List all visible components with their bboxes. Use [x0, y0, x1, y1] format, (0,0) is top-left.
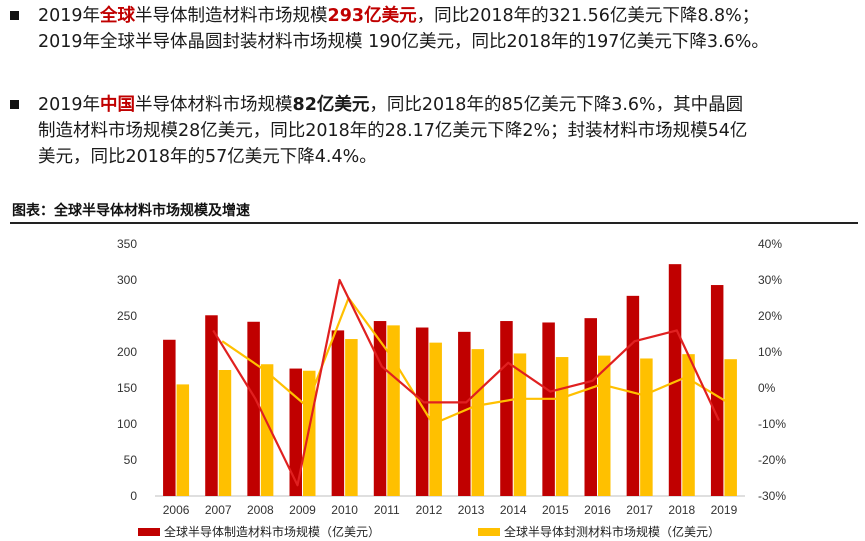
bar-manufacturing	[247, 321, 260, 496]
y-left-tick-label: 300	[117, 273, 137, 287]
highlight-text: 中国	[100, 95, 136, 115]
text-segment: 2019年	[38, 6, 101, 26]
y-right-tick-label: -10%	[758, 417, 786, 431]
bar-packaging	[471, 349, 485, 496]
market-size-chart: 0 50 100 150 200 250 300 350 -30% -20% -10% 0% 10% 2…	[117, 237, 786, 539]
bar-manufacturing	[163, 339, 176, 496]
bullet-global: 2019年全球半导体制造材料市场规模293亿美元，同比2018年的321.56亿…	[10, 3, 860, 55]
bullet-line: 制造材料市场规模28亿美元，同比2018年的28.17亿美元下降2%；封装材料市…	[38, 121, 748, 141]
bar-manufacturing	[331, 330, 345, 496]
bullet-line: 2019年中国半导体材料市场规模82亿美元，同比2018年的85亿美元下降3.6…	[38, 92, 860, 118]
legend-swatch-packaging	[478, 528, 500, 536]
y-left-tick-label: 150	[117, 381, 137, 395]
x-axis: 2006 2007 2008 2009 2010 2011 2012 2013 2014 2015…	[163, 503, 738, 517]
text-segment: 半导体制造材料市场规模	[135, 6, 328, 26]
bullet-china: 2019年中国半导体材料市场规模82亿美元，同比2018年的85亿美元下降3.6…	[10, 92, 860, 170]
bullet-line: 2019年全球半导体制造材料市场规模293亿美元，同比2018年的321.56亿…	[38, 3, 860, 29]
x-tick-label: 2009	[289, 503, 316, 517]
bar-series	[163, 264, 737, 496]
y-right-tick-label: 20%	[758, 309, 782, 323]
bar-manufacturing	[584, 318, 597, 496]
y-left-tick-label: 250	[117, 309, 137, 323]
bar-packaging	[555, 357, 569, 496]
y-right-tick-label: 40%	[758, 237, 782, 251]
text-segment: 2019年	[38, 95, 101, 115]
legend-label-packaging: 全球半导体封测材料市场规模（亿美元）	[504, 524, 720, 539]
bar-packaging	[176, 384, 190, 496]
bar-packaging	[387, 325, 400, 496]
bar-packaging	[345, 339, 358, 496]
bar-manufacturing	[415, 327, 429, 496]
highlight-text: 293亿美元	[327, 6, 417, 26]
y-right-tick-label: -30%	[758, 489, 786, 503]
bar-manufacturing	[205, 315, 218, 496]
x-tick-label: 2012	[416, 503, 443, 517]
x-tick-label: 2011	[374, 503, 400, 517]
bullet-line: 美元，同比2018年的57亿美元下降4.4%。	[38, 147, 377, 167]
title-divider	[10, 222, 858, 224]
bar-packaging	[682, 354, 695, 496]
y-left-tick-label: 100	[117, 417, 137, 431]
growth-line-packaging	[221, 296, 729, 426]
x-tick-label: 2010	[331, 503, 358, 517]
highlight-text: 82亿美元	[292, 95, 370, 115]
x-tick-label: 2014	[500, 503, 527, 517]
bar-packaging	[724, 359, 737, 496]
y-right-tick-label: 30%	[758, 273, 782, 287]
legend-label-manufacturing: 全球半导体制造材料市场规模（亿美元）	[164, 524, 380, 539]
x-tick-label: 2018	[668, 503, 695, 517]
legend: 全球半导体制造材料市场规模（亿美元） 全球半导体封测材料市场规模（亿美元）	[138, 524, 720, 539]
bullet-square-icon	[10, 100, 19, 109]
bar-packaging	[260, 364, 274, 496]
bullet-square-icon	[10, 11, 19, 20]
figure-title: 图表：全球半导体材料市场规模及增速	[12, 203, 250, 219]
bar-packaging	[598, 355, 611, 496]
x-tick-label: 2019	[711, 503, 738, 517]
y-right-tick-label: 0%	[758, 381, 776, 395]
x-tick-label: 2007	[205, 503, 232, 517]
y-right-axis: -30% -20% -10% 0% 10% 20% 30% 40%	[758, 237, 786, 503]
x-tick-label: 2006	[163, 503, 190, 517]
bar-manufacturing	[373, 321, 387, 496]
growth-line-manufacturing	[212, 278, 720, 487]
bar-manufacturing	[458, 331, 471, 496]
legend-swatch-manufacturing	[138, 528, 160, 536]
y-right-tick-label: -20%	[758, 453, 786, 467]
bar-manufacturing	[542, 322, 555, 496]
line-series	[212, 278, 729, 487]
x-tick-label: 2008	[247, 503, 274, 517]
bar-manufacturing	[668, 264, 682, 496]
bar-manufacturing	[710, 285, 724, 496]
x-tick-label: 2015	[542, 503, 569, 517]
bullet-line: 2019年全球半导体晶圆封装材料市场规模 190亿美元，同比2018年的197亿…	[38, 32, 769, 52]
x-tick-label: 2016	[584, 503, 611, 517]
bar-packaging	[513, 353, 527, 496]
y-left-tick-label: 50	[124, 453, 138, 467]
y-left-tick-label: 350	[117, 237, 137, 251]
highlight-text: 全球	[100, 6, 136, 26]
text-segment: ，同比2018年的85亿美元下降3.6%，其中晶圆	[369, 95, 744, 115]
text-segment: 半导体材料市场规模	[135, 95, 293, 115]
bar-packaging	[429, 342, 442, 496]
bar-manufacturing	[626, 295, 640, 496]
bar-manufacturing	[500, 321, 513, 496]
y-left-tick-label: 200	[117, 345, 137, 359]
x-tick-label: 2013	[458, 503, 485, 517]
y-right-tick-label: 10%	[758, 345, 782, 359]
text-segment: ，同比2018年的321.56亿美元下降8.8%；	[416, 6, 760, 26]
y-left-tick-label: 0	[130, 489, 137, 503]
bar-packaging	[218, 370, 232, 496]
bar-packaging	[640, 358, 653, 496]
x-tick-label: 2017	[626, 503, 653, 517]
